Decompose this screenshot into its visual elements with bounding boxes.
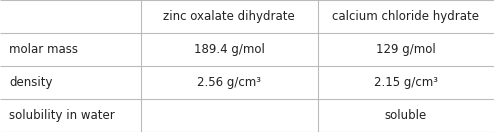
Text: solubility in water: solubility in water xyxy=(9,109,115,122)
Text: soluble: soluble xyxy=(385,109,427,122)
Text: density: density xyxy=(9,76,52,89)
Text: 189.4 g/mol: 189.4 g/mol xyxy=(194,43,265,56)
Text: 129 g/mol: 129 g/mol xyxy=(376,43,436,56)
Text: zinc oxalate dihydrate: zinc oxalate dihydrate xyxy=(164,10,295,23)
Text: 2.56 g/cm³: 2.56 g/cm³ xyxy=(197,76,261,89)
Text: molar mass: molar mass xyxy=(9,43,78,56)
Text: calcium chloride hydrate: calcium chloride hydrate xyxy=(332,10,479,23)
Text: 2.15 g/cm³: 2.15 g/cm³ xyxy=(374,76,438,89)
